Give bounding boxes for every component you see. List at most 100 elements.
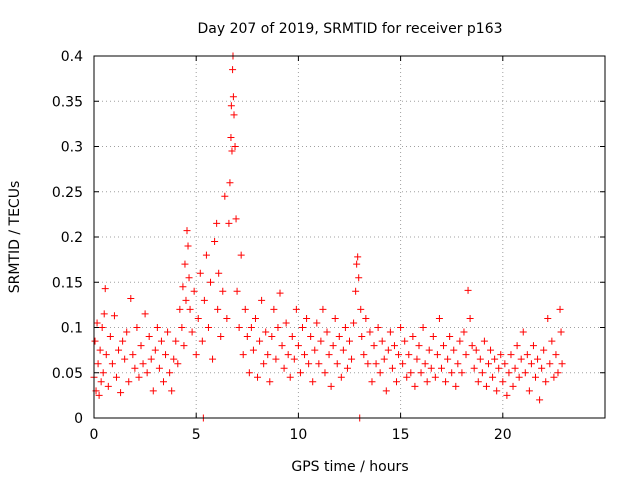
data-point-marker [374,324,382,331]
data-point-marker [419,324,427,331]
data-point-marker [145,333,153,341]
y-tick-label: 0.05 [52,366,83,382]
data-point-marker [343,364,351,372]
data-point-marker [254,373,262,381]
data-point-marker [558,360,566,368]
data-point-marker [476,355,484,363]
data-point-marker [452,382,460,390]
data-point-marker [442,378,450,386]
axis-ticks: 0 5 10 15 20 0 0.05 0.1 0.15 0.2 0.25 0.3 0.35 0.4 [52,49,605,443]
data-point-marker [480,337,488,345]
data-point-marker [517,355,525,363]
data-point-marker [229,93,237,101]
data-point-marker [93,319,101,327]
data-point-marker [95,391,103,399]
x-tick-label: 0 [90,427,99,443]
data-point-marker [409,333,417,341]
data-point-marker [429,333,437,341]
data-point-marker [225,219,233,227]
data-point-marker [204,324,212,331]
data-point-marker [245,369,253,377]
data-point-marker [108,360,116,368]
data-point-marker [519,328,527,336]
data-point-marker [123,328,131,336]
y-tick-label: 0 [74,411,83,427]
data-point-marker [190,287,198,295]
x-tick-label: 10 [289,427,307,443]
data-point-marker [460,328,468,336]
data-point-marker [411,382,419,390]
data-point-marker [270,305,278,313]
data-point-marker [207,278,215,286]
data-point-marker [499,378,507,386]
data-point-marker [448,369,456,377]
data-point-marker [223,314,231,322]
data-point-marker [115,346,123,354]
data-point-marker [557,328,565,336]
data-point-marker [489,373,497,381]
data-point-marker [241,305,249,313]
data-point-marker [96,346,104,354]
data-point-marker [497,351,505,359]
data-point-marker [423,378,431,386]
data-point-marker [121,355,129,363]
chart-title: Day 207 of 2019, SRMTID for receiver p16… [197,21,502,37]
data-point-marker [151,346,159,354]
data-point-marker [534,355,542,363]
data-point-marker [450,346,458,354]
data-point-marker [529,342,537,350]
data-point-marker [276,289,284,297]
data-point-marker [397,324,405,331]
data-point-marker [303,314,311,322]
data-point-marker [431,373,439,381]
data-point-marker [290,355,298,363]
y-tick-label: 0.4 [61,49,83,65]
data-point-marker [407,369,415,377]
data-point-marker [258,296,266,304]
data-point-marker [217,333,225,341]
data-point-marker [462,351,470,359]
data-point-marker [192,351,200,359]
data-point-marker [532,373,540,381]
data-point-marker [360,351,368,359]
data-point-marker [139,360,147,368]
x-axis-label: GPS time / hours [291,459,408,475]
data-point-marker [464,286,472,294]
data-point-marker [112,373,120,381]
data-point-marker [425,346,433,354]
data-point-marker [94,360,102,368]
data-point-marker [395,351,403,359]
data-point-marker [403,373,411,381]
data-point-marker [421,360,429,368]
data-point-marker [211,238,219,246]
data-point-marker [133,324,141,331]
data-point-marker [288,333,296,341]
y-tick-label: 0.1 [61,321,83,337]
data-point-marker [214,305,222,313]
data-point-marker [141,310,149,318]
data-point-marker [339,346,347,354]
data-point-marker [227,102,235,110]
data-point-marker [321,369,329,377]
data-point-marker [366,328,374,336]
data-point-marker [233,287,241,295]
data-point-marker [155,364,163,372]
data-point-marker [182,296,190,304]
data-point-marker [101,285,109,293]
data-point-marker [538,364,546,372]
data-point-marker [444,355,452,363]
data-point-marker [149,387,157,395]
data-point-marker [135,373,143,381]
data-point-marker [468,342,476,350]
data-point-marker [380,355,388,363]
data-point-marker [176,305,184,313]
data-point-marker [264,351,272,359]
data-point-marker [513,342,521,350]
data-point-marker [209,355,217,363]
data-point-marker [315,360,323,368]
data-point-marker [413,355,421,363]
data-point-marker [357,305,365,313]
data-point-marker [433,351,441,359]
data-point-marker [393,378,401,386]
